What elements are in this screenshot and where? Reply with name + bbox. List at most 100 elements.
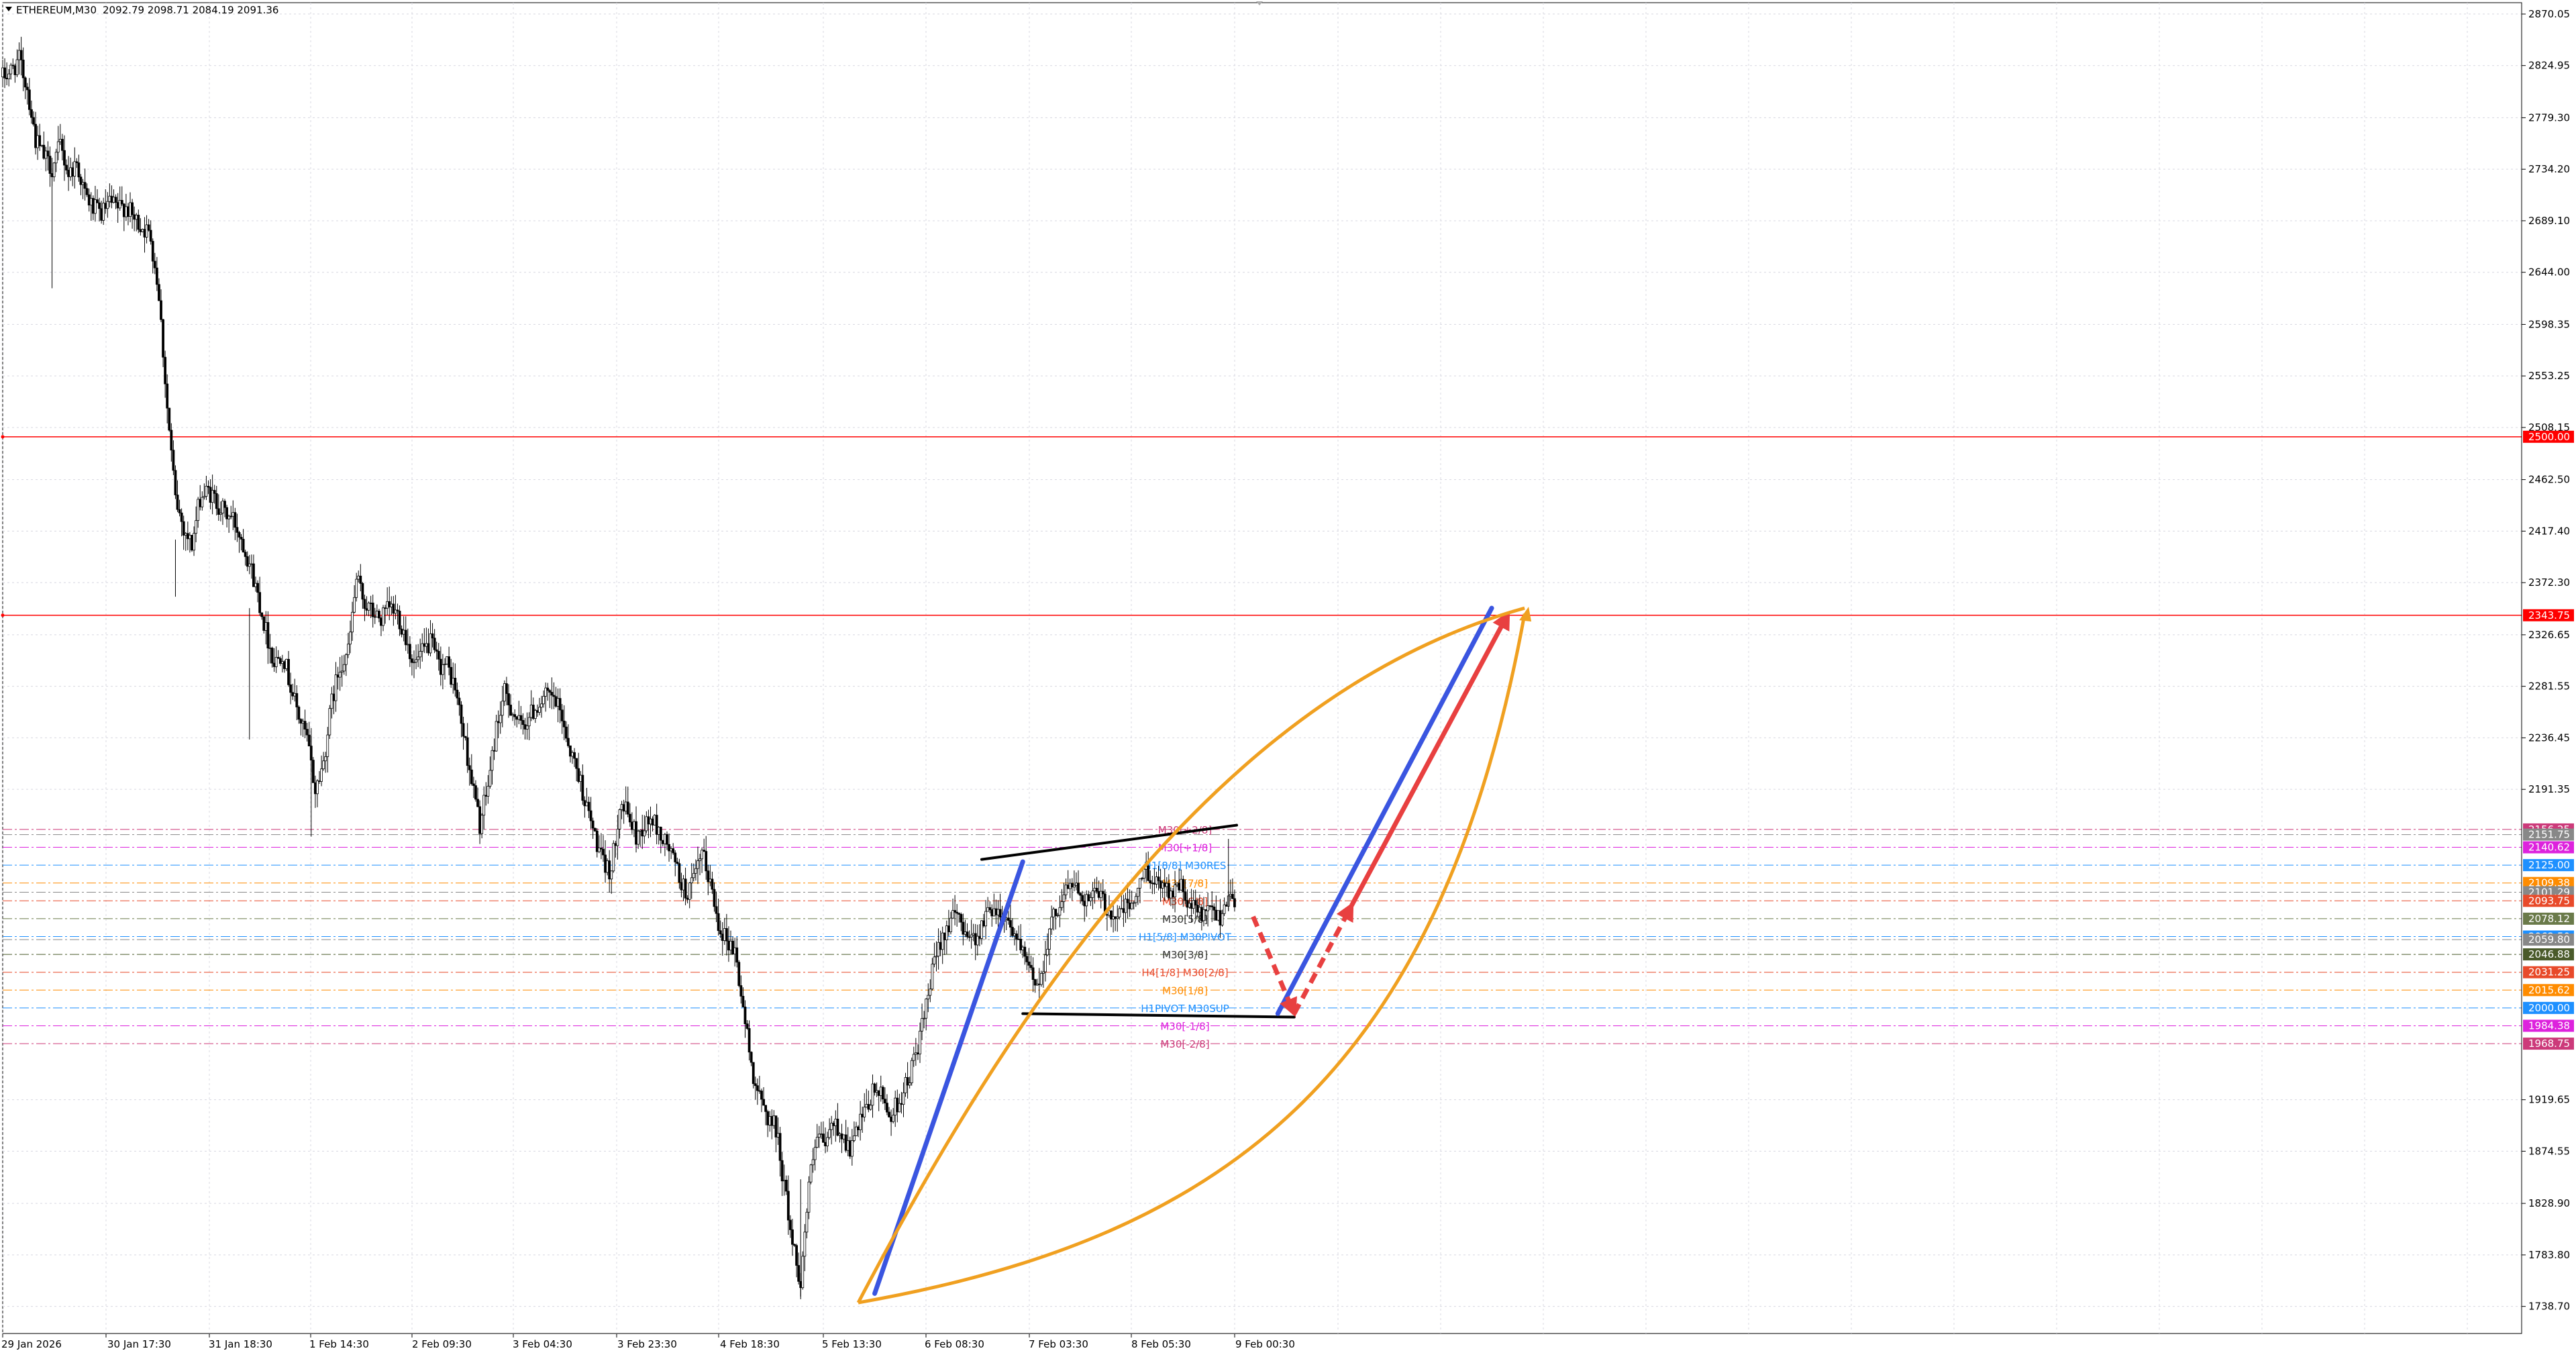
bear-candle-body bbox=[400, 628, 403, 635]
bear-candle-body bbox=[626, 801, 629, 815]
candle bbox=[246, 551, 249, 571]
bull-candle-body bbox=[1223, 904, 1226, 914]
bear-candle-body bbox=[67, 170, 70, 177]
bear-candle-body bbox=[960, 913, 963, 923]
candle bbox=[442, 654, 444, 690]
dropdown-triangle-icon[interactable] bbox=[5, 7, 12, 11]
bear-candle-body bbox=[13, 65, 17, 75]
bear-candle-body bbox=[5, 77, 9, 80]
bear-candle-body bbox=[1029, 964, 1033, 968]
bull-candle-body bbox=[344, 654, 348, 665]
bear-candle-body bbox=[11, 64, 15, 66]
bear-candle-body bbox=[151, 241, 154, 262]
bear-candle-body bbox=[1163, 883, 1166, 887]
drawings[interactable] bbox=[856, 605, 1532, 1305]
bear-candle-body bbox=[548, 690, 552, 693]
bull-candle-body bbox=[637, 830, 639, 845]
bear-candle-body bbox=[659, 827, 662, 841]
y-tick-label: 2870.05 bbox=[2528, 8, 2570, 20]
bull-candle-body bbox=[850, 1140, 854, 1157]
candle bbox=[437, 642, 440, 671]
bull-candle-body bbox=[633, 821, 635, 830]
bear-candle-body bbox=[676, 862, 679, 864]
bear-candle-body bbox=[1083, 901, 1086, 907]
bear-candle-body bbox=[25, 87, 29, 91]
price-level-badge-text: 2151.75 bbox=[2528, 829, 2570, 841]
bear-candle-body bbox=[96, 199, 99, 203]
candle bbox=[38, 123, 42, 151]
candle bbox=[172, 440, 175, 475]
bear-candle-body bbox=[466, 737, 469, 766]
bear-candle-body bbox=[149, 230, 152, 242]
price-level-badge: 2109.38 bbox=[2523, 876, 2574, 889]
bull-candle-body bbox=[1093, 887, 1096, 891]
candle bbox=[256, 580, 259, 603]
bull-candle-body bbox=[879, 1087, 882, 1096]
candle bbox=[616, 815, 619, 860]
candle bbox=[462, 716, 465, 750]
bull-candle-body bbox=[902, 1093, 905, 1105]
bear-candle-body bbox=[229, 515, 233, 517]
bear-candle-body bbox=[468, 765, 471, 770]
bull-candle-body bbox=[36, 135, 40, 148]
y-tick-label: 2372.30 bbox=[2528, 576, 2570, 589]
bear-candle-body bbox=[674, 852, 677, 862]
candle bbox=[297, 705, 301, 724]
bear-candle-body bbox=[705, 851, 708, 872]
bull-candle-body bbox=[1039, 972, 1043, 985]
candle bbox=[855, 1121, 858, 1137]
candle bbox=[1031, 957, 1035, 993]
candle bbox=[151, 238, 154, 274]
bear-candle-body bbox=[684, 878, 687, 899]
bull-candle-body bbox=[828, 1129, 831, 1138]
trendline bbox=[872, 859, 1025, 1296]
bear-candle-body bbox=[178, 509, 181, 513]
candle bbox=[1046, 933, 1049, 956]
bull-candle-body bbox=[413, 662, 415, 664]
candle bbox=[960, 912, 963, 932]
bear-candle-body bbox=[564, 726, 568, 739]
bear-candle-body bbox=[672, 848, 675, 854]
candle bbox=[653, 814, 656, 826]
candle bbox=[569, 745, 572, 763]
candle bbox=[495, 715, 498, 752]
candle bbox=[737, 960, 741, 988]
bear-candle-body bbox=[110, 195, 113, 203]
bear-candle-body bbox=[752, 1062, 755, 1085]
candle bbox=[643, 815, 646, 844]
bull-candle-body bbox=[7, 73, 11, 80]
candle bbox=[908, 1076, 911, 1089]
bull-candle-body bbox=[801, 1256, 805, 1289]
candle bbox=[456, 683, 459, 705]
bear-candle-body bbox=[85, 188, 89, 195]
x-tick-label: 31 Jan 18:30 bbox=[209, 1338, 272, 1350]
candle bbox=[558, 688, 562, 723]
bear-candle-body bbox=[170, 430, 173, 451]
bull-candle-body bbox=[442, 664, 444, 675]
bull-candle-body bbox=[274, 656, 278, 667]
bear-candle-body bbox=[19, 50, 23, 60]
x-tick-label: 2 Feb 09:30 bbox=[412, 1338, 472, 1350]
bear-candle-body bbox=[423, 643, 426, 647]
bear-candle-body bbox=[566, 738, 570, 746]
bear-candle-body bbox=[155, 267, 158, 285]
candle bbox=[1124, 893, 1127, 923]
candle bbox=[791, 1219, 794, 1256]
bear-candle-body bbox=[256, 583, 259, 593]
candle bbox=[591, 817, 595, 839]
bull-candle-body bbox=[54, 152, 58, 164]
bear-candle-body bbox=[717, 913, 720, 932]
candle bbox=[550, 677, 554, 709]
candle bbox=[674, 850, 677, 876]
x-tick-label: 3 Feb 23:30 bbox=[617, 1338, 677, 1350]
price-level-text: M30[+1/8] bbox=[1158, 842, 1212, 854]
candle bbox=[762, 1087, 765, 1106]
candle bbox=[215, 486, 218, 516]
candle bbox=[1007, 911, 1010, 925]
bear-candle-body bbox=[176, 495, 179, 510]
candle bbox=[701, 847, 703, 873]
bear-candle-body bbox=[587, 801, 590, 811]
